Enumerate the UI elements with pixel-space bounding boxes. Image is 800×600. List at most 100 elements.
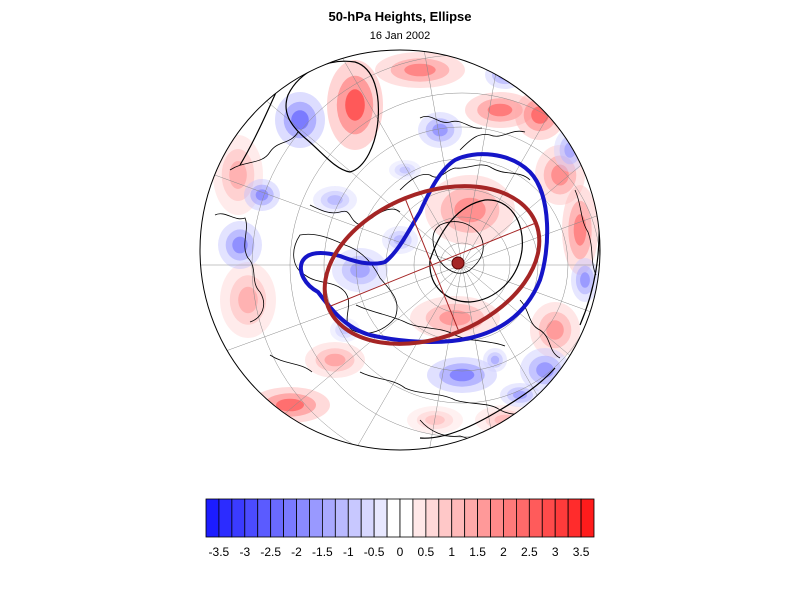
colorbar-tick-label: -3 bbox=[239, 545, 250, 559]
height-contour bbox=[429, 199, 523, 303]
anomaly-patch bbox=[449, 368, 475, 382]
meridian-line bbox=[461, 151, 600, 266]
coastline bbox=[459, 130, 526, 151]
anomaly-patch bbox=[432, 123, 448, 137]
colorbar-tick-label: 0.5 bbox=[418, 545, 435, 559]
colorbar-box bbox=[347, 498, 362, 538]
colorbar-box bbox=[244, 498, 259, 538]
meridian-line bbox=[461, 264, 520, 450]
anomaly-patch bbox=[238, 286, 258, 314]
colorbar-box bbox=[231, 498, 246, 538]
colorbar-tick-label: -1.5 bbox=[312, 545, 333, 559]
colorbar-tick-label: -2 bbox=[291, 545, 302, 559]
colorbar-box bbox=[425, 498, 440, 538]
coastline bbox=[214, 213, 264, 323]
coastline bbox=[309, 204, 401, 226]
colorbar-box bbox=[580, 498, 595, 538]
colorbar-box bbox=[296, 498, 310, 538]
anomaly-patch bbox=[546, 320, 564, 340]
anomaly-patch bbox=[404, 63, 436, 77]
height-contour bbox=[419, 367, 556, 439]
colorbar-boxes bbox=[205, 498, 595, 538]
meridian-line bbox=[404, 264, 463, 450]
colorbar-box bbox=[528, 498, 543, 538]
colorbar-tick-label: -1 bbox=[343, 545, 354, 559]
colorbar-box bbox=[477, 498, 491, 538]
colorbar-tick-label: 2.5 bbox=[521, 545, 538, 559]
coastline bbox=[293, 233, 398, 334]
colorbar-box bbox=[503, 498, 517, 538]
anomaly-patch bbox=[324, 353, 346, 367]
anomaly-patch bbox=[350, 262, 370, 278]
anomaly-patch bbox=[425, 415, 445, 425]
colorbar-box bbox=[490, 498, 504, 538]
anomaly-patch bbox=[490, 355, 500, 365]
colorbar-tick-label: 1.5 bbox=[469, 545, 486, 559]
anomaly-patch bbox=[345, 89, 365, 121]
meridian-line bbox=[461, 50, 600, 266]
colorbar-box bbox=[321, 498, 336, 538]
meridian-line bbox=[296, 50, 463, 266]
anomaly-patch bbox=[487, 103, 513, 117]
anomaly-patch bbox=[580, 272, 590, 288]
ellipse-minor-axis bbox=[404, 198, 460, 332]
anomaly-patch bbox=[399, 166, 411, 174]
coastline bbox=[574, 189, 597, 276]
colorbar-box bbox=[218, 498, 233, 538]
anomaly-patch bbox=[551, 164, 569, 186]
colorbar-tick-label: 1 bbox=[448, 545, 455, 559]
anomaly-patch bbox=[439, 310, 471, 326]
coastline bbox=[519, 299, 561, 359]
coastline bbox=[229, 131, 299, 171]
coastline bbox=[359, 371, 546, 419]
plot-title: 50-hPa Heights, Ellipse bbox=[328, 9, 472, 24]
colorbar-box bbox=[309, 498, 323, 538]
colorbar-box bbox=[412, 498, 427, 538]
colorbar-box bbox=[438, 498, 453, 538]
colorbar-box bbox=[567, 498, 582, 538]
coastline bbox=[269, 354, 313, 373]
colorbar-box bbox=[373, 498, 388, 538]
anomaly-patch bbox=[232, 236, 248, 254]
colorbar-box bbox=[554, 498, 569, 538]
colorbar-tick-label: 0 bbox=[397, 545, 404, 559]
colorbar-box bbox=[257, 498, 272, 538]
vortex-centroid-marker bbox=[451, 256, 465, 270]
anomaly-patch bbox=[454, 197, 486, 223]
coastline bbox=[399, 164, 531, 191]
colorbar-box bbox=[386, 498, 401, 538]
colorbar-tick-label: -2.5 bbox=[260, 545, 281, 559]
observed-vortex-contour bbox=[298, 152, 550, 344]
colorbar-box bbox=[399, 498, 414, 538]
colorbar-tick-label: 2 bbox=[500, 545, 507, 559]
colorbar-box bbox=[516, 498, 530, 538]
colorbar-box bbox=[541, 498, 556, 538]
meridian-line bbox=[461, 264, 600, 379]
coastline bbox=[432, 221, 484, 274]
anomaly-patch bbox=[513, 390, 527, 400]
meridian-line bbox=[404, 50, 463, 266]
colorbar-box bbox=[270, 498, 285, 538]
colorbar-labels: -3.5 -3 -2.5 -2 -1.5 -1 -0.5 0 0.5 1 1.5 2 2.5 3 3.5 bbox=[209, 545, 590, 559]
coastline bbox=[355, 304, 506, 347]
vortex-ellipses bbox=[298, 152, 550, 346]
colorbar-box bbox=[451, 498, 466, 538]
anomaly-patch bbox=[573, 214, 587, 246]
meridian-line bbox=[461, 50, 520, 266]
map-border bbox=[199, 49, 601, 451]
colorbar-tick-label: -0.5 bbox=[364, 545, 385, 559]
anomaly-patch bbox=[291, 110, 309, 130]
colorbar-box bbox=[464, 498, 479, 538]
colorbar-box bbox=[205, 498, 220, 538]
colorbar-tick-label: -3.5 bbox=[209, 545, 230, 559]
height-contour bbox=[285, 60, 379, 173]
colorbar-tick-label: 3 bbox=[552, 545, 559, 559]
colorbar-tick-label: 3.5 bbox=[573, 545, 590, 559]
meridian-line bbox=[296, 264, 463, 450]
colorbar-box bbox=[334, 498, 349, 538]
anomaly-patch bbox=[276, 398, 304, 412]
colorbar-box bbox=[283, 498, 297, 538]
map-disk bbox=[200, 50, 600, 450]
